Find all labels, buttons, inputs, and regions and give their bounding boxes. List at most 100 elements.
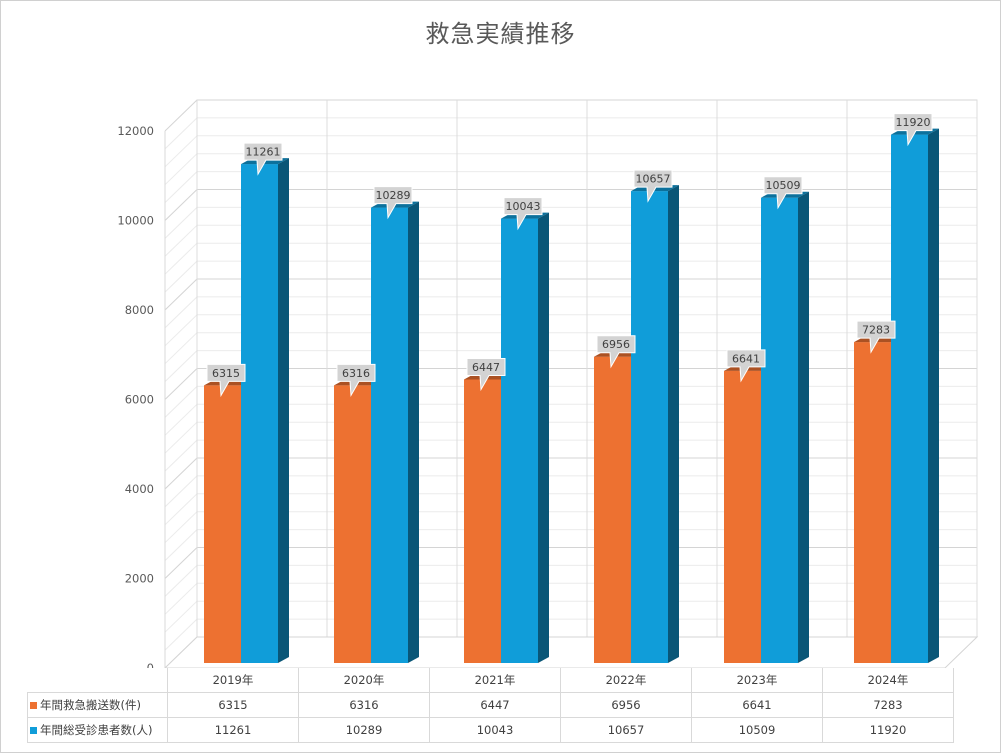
gridline-side: [164, 600, 198, 633]
bar: [854, 342, 891, 663]
data-label: 10043: [506, 200, 541, 213]
data-label: 6316: [342, 367, 370, 380]
bar: [241, 164, 278, 663]
legend-label-series-2: 年間総受診患者数(人): [40, 723, 153, 737]
legend-label-series-1: 年間救急搬送数(件): [40, 698, 141, 712]
gridline-side: [164, 529, 198, 561]
bar-side: [408, 201, 419, 663]
bar-side: [538, 212, 549, 663]
y-tick-label: 6000: [125, 393, 154, 407]
gridline-side: [164, 224, 198, 257]
data-label-callout: [206, 363, 246, 398]
gridline-side: [164, 493, 198, 526]
gridline-side: [164, 439, 198, 472]
x-tick-label: 2021年: [429, 668, 561, 693]
data-table-cell: 10509: [691, 717, 823, 743]
data-table-cell: 6315: [167, 692, 299, 718]
data-table-cell: 6641: [691, 692, 823, 718]
gridline-side: [164, 403, 198, 436]
data-label: 10509: [766, 179, 801, 192]
gridline-side: [164, 547, 198, 579]
gridline-side: [164, 368, 198, 400]
data-table-cell: 7283: [822, 692, 954, 718]
bar-side: [928, 128, 939, 663]
bar: [631, 191, 668, 663]
data-label-callout: [373, 186, 413, 220]
gridline-side: [164, 582, 198, 615]
data-label-callout: [596, 335, 636, 369]
gridline-side: [164, 332, 198, 365]
data-label: 10289: [376, 189, 411, 202]
data-label: 6956: [602, 338, 630, 351]
gridline-side: [164, 511, 198, 544]
data-label-callout: [893, 113, 933, 147]
data-label-callout: [726, 349, 766, 383]
bar: [464, 379, 501, 663]
data-label-callout: [856, 320, 896, 354]
data-table-cell: 6316: [298, 692, 430, 718]
gridline-side: [164, 99, 198, 132]
y-tick-label: 2000: [125, 572, 154, 586]
data-label: 10657: [636, 173, 671, 186]
y-tick-label: 4000: [125, 482, 154, 496]
data-label: 6315: [212, 367, 240, 380]
data-label: 11261: [246, 146, 281, 159]
data-label: 6641: [732, 352, 760, 365]
y-tick-label: 8000: [125, 303, 154, 317]
data-table-corner: [27, 668, 168, 693]
gridline-side: [164, 189, 198, 221]
bar-side: [668, 185, 679, 663]
gridline-side: [164, 135, 198, 168]
data-label: 6447: [472, 361, 500, 374]
data-label-callout: [633, 169, 673, 203]
data-table-cell: 10043: [429, 717, 561, 743]
bar-side: [278, 158, 289, 663]
gridline-side: [164, 386, 198, 418]
x-tick-label: 2022年: [560, 668, 692, 693]
data-label-callout: [763, 176, 803, 210]
gridline-side: [164, 171, 198, 203]
gridline-side: [164, 260, 198, 293]
gridline-side: [164, 153, 198, 186]
bar: [371, 207, 408, 663]
data-label-callout: [336, 363, 376, 398]
plot-area: 0 2000 4000 6000 8000 10000 12000 6315 11261 631…: [117, 99, 979, 668]
bar-side: [798, 191, 809, 664]
data-label-callout: [243, 142, 283, 176]
data-table-cell: 10657: [560, 717, 692, 743]
bar: [724, 370, 761, 663]
data-table-row-series-1: 年間救急搬送数(件) 6315 6316 6447 6956 6641 7283: [27, 692, 954, 718]
data-table-cell: 6956: [560, 692, 692, 718]
gridline-side: [164, 117, 198, 150]
legend-entry-series-2: 年間総受診患者数(人): [27, 717, 168, 743]
data-table: 2019年 2020年 2021年 2022年 2023年 2024年 年間救急搬送数(件…: [27, 668, 954, 743]
gridline-side: [164, 207, 198, 239]
x-tick-label: 2023年: [691, 668, 823, 693]
gridline-side: [164, 457, 198, 490]
data-table-cell: 6447: [429, 692, 561, 718]
x-tick-label: 2020年: [298, 668, 430, 693]
x-tick-label: 2019年: [167, 668, 299, 693]
gridline-side: [164, 314, 198, 347]
bar: [204, 385, 241, 663]
gridline-side: [164, 618, 198, 651]
bar: [891, 134, 928, 663]
gridline-side: [164, 565, 198, 597]
x-tick-label: 2024年: [822, 668, 954, 693]
bar: [761, 197, 798, 664]
y-tick-label: 10000: [117, 214, 154, 228]
gridline-side: [164, 475, 198, 508]
data-table-cell: 10289: [298, 717, 430, 743]
gridline-side: [164, 278, 198, 311]
gridline-side: [164, 421, 198, 454]
data-label: 11920: [896, 116, 931, 129]
gridline-side: [164, 242, 198, 275]
bar: [501, 218, 538, 663]
legend-swatch-series-1: [30, 702, 37, 709]
data-label-callout: [466, 357, 506, 392]
gridline-side: [164, 296, 198, 329]
bar: [594, 356, 631, 663]
chart-title: 救急実績推移: [425, 20, 576, 48]
bar: [334, 385, 371, 663]
data-table-cell: 11920: [822, 717, 954, 743]
